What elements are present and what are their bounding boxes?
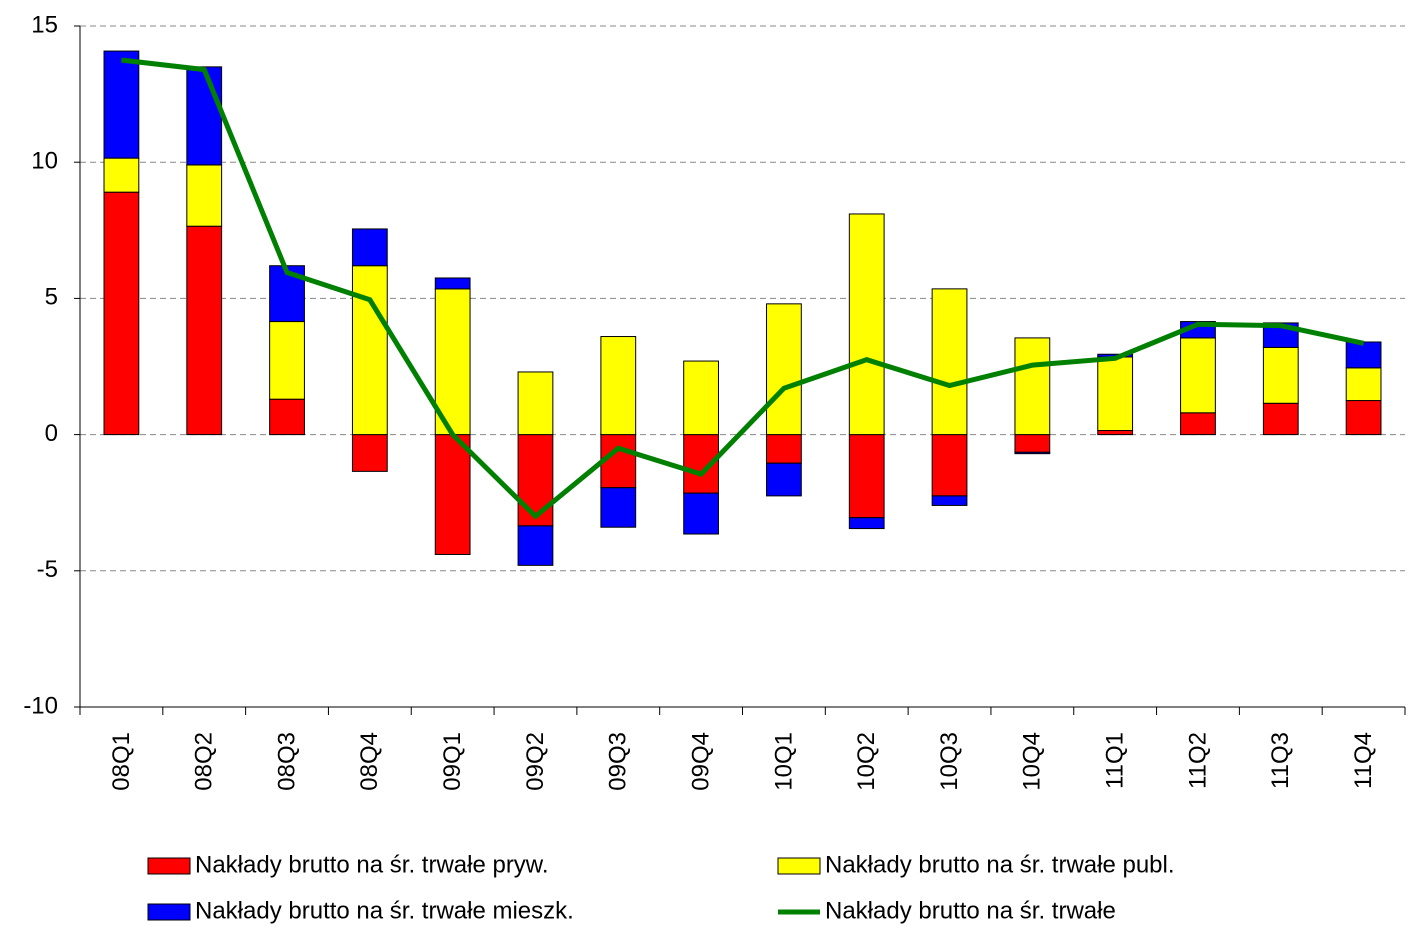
legend-label: Nakłady brutto na śr. trwałe pryw. <box>195 851 548 878</box>
x-tick-label: 08Q1 <box>108 732 135 791</box>
x-tick-label: 10Q1 <box>770 732 797 791</box>
bar <box>434 277 471 290</box>
x-tick-label: 10Q2 <box>853 732 880 791</box>
x-tick-label: 11Q2 <box>1184 732 1211 789</box>
bar <box>1345 367 1382 402</box>
bar <box>351 228 388 267</box>
y-tick-label: -10 <box>23 692 58 719</box>
legend-label: Nakłady brutto na śr. trwałe <box>825 897 1116 924</box>
x-tick-label: 11Q1 <box>1102 732 1129 789</box>
bar <box>103 157 140 193</box>
y-tick-label: 15 <box>31 11 58 38</box>
bar <box>351 265 388 436</box>
bar <box>1014 434 1051 453</box>
bar <box>931 495 968 506</box>
bar <box>103 191 140 436</box>
legend-swatch <box>777 857 821 875</box>
bar <box>1345 341 1382 369</box>
bar <box>1097 356 1134 432</box>
bar <box>600 487 637 528</box>
x-tick-label: 08Q3 <box>273 732 300 791</box>
bar <box>517 371 554 436</box>
x-tick-label: 09Q1 <box>439 732 466 791</box>
bar <box>683 492 719 535</box>
y-tick-label: -5 <box>37 556 58 583</box>
bar <box>683 360 719 436</box>
bar <box>186 164 223 227</box>
bar <box>931 434 968 497</box>
x-tick-label: 10Q3 <box>936 732 963 791</box>
x-tick-label: 11Q3 <box>1267 732 1294 789</box>
bar <box>1262 346 1299 404</box>
y-tick-label: 5 <box>45 284 58 311</box>
x-tick-label: 11Q4 <box>1350 732 1377 789</box>
bar <box>1180 337 1216 414</box>
x-tick-label: 08Q4 <box>356 732 383 791</box>
bar <box>517 525 554 566</box>
x-tick-label: 09Q4 <box>687 732 714 791</box>
bar <box>269 321 305 400</box>
bar <box>186 225 223 436</box>
y-tick-label: 10 <box>31 148 58 175</box>
bar <box>848 434 885 519</box>
x-tick-label: 09Q3 <box>605 732 632 791</box>
bar <box>1180 412 1216 436</box>
bar <box>1262 402 1299 436</box>
bar <box>1097 430 1134 436</box>
x-tick-label: 10Q4 <box>1019 732 1046 791</box>
bar <box>931 288 968 436</box>
x-tick-label: 08Q2 <box>191 732 218 791</box>
bar <box>1014 451 1051 455</box>
bar <box>517 434 554 527</box>
bar <box>848 213 885 436</box>
bar <box>766 462 802 497</box>
bar <box>766 303 802 436</box>
bar <box>103 50 140 159</box>
legend-swatch <box>147 857 191 875</box>
bar <box>600 336 637 436</box>
bar <box>1014 337 1051 436</box>
legend-label: Nakłady brutto na śr. trwałe mieszk. <box>195 897 574 924</box>
line <box>121 57 1365 520</box>
x-tick-label: 09Q2 <box>522 732 549 791</box>
legend-swatch <box>147 903 191 921</box>
bar <box>1345 400 1382 436</box>
bar <box>434 434 471 555</box>
bar <box>434 288 471 436</box>
bar <box>351 434 388 472</box>
legend-label: Nakłady brutto na śr. trwałe publ. <box>825 851 1175 878</box>
bar <box>766 434 802 464</box>
bar <box>269 398 305 436</box>
bar <box>186 66 223 166</box>
bar <box>848 517 885 530</box>
y-tick-label: 0 <box>45 420 58 447</box>
